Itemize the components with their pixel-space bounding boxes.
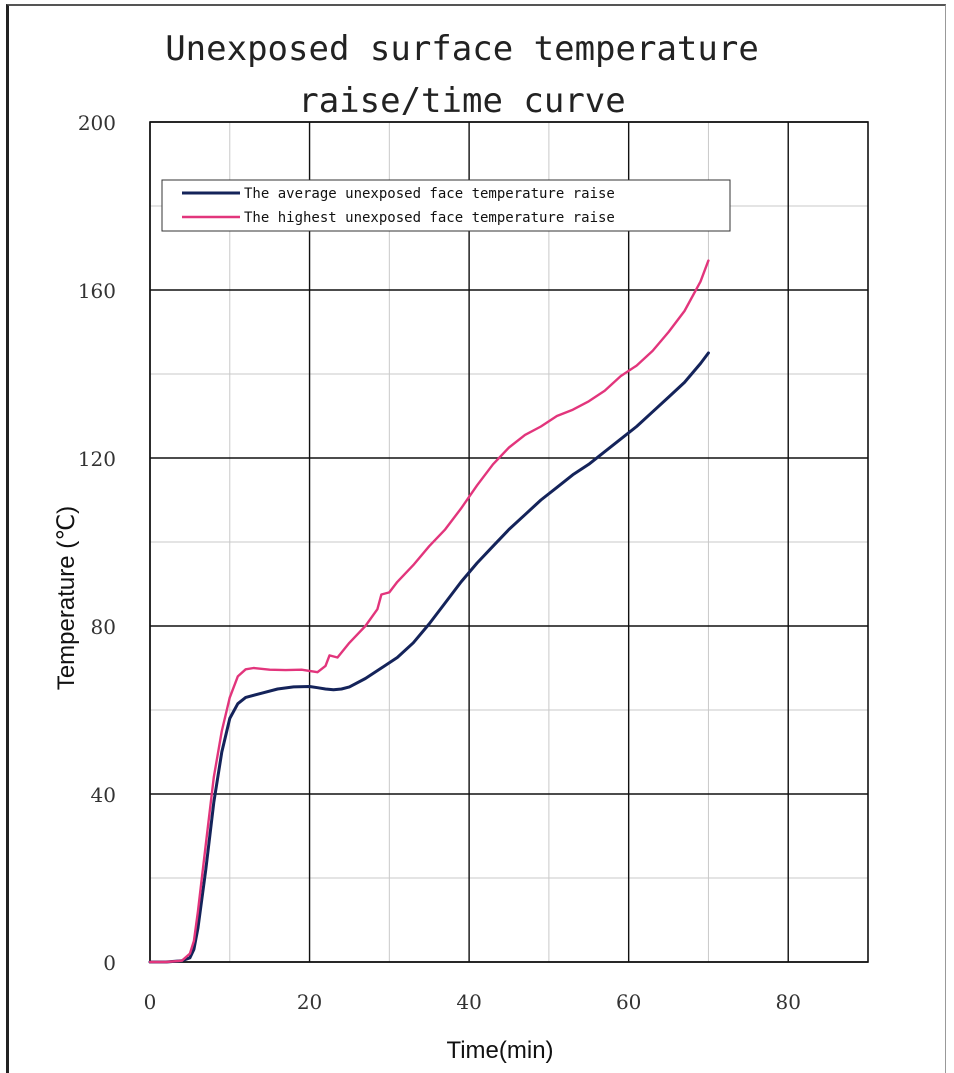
x-tick-label: 60 xyxy=(616,990,641,1014)
axis-ticks: 0 20 40 60 80 0 40 80 120 160 200 xyxy=(78,111,801,1014)
x-tick-label: 20 xyxy=(297,990,322,1014)
y-tick-label: 80 xyxy=(91,615,116,639)
chart-frame xyxy=(6,4,946,1073)
x-tick-label: 40 xyxy=(456,990,481,1014)
y-tick-label: 40 xyxy=(91,783,116,807)
chart-title-line-1: Unexposed surface temperature xyxy=(165,29,759,69)
chart-title-line-2: raise/time curve xyxy=(298,81,626,121)
legend-box xyxy=(161,179,731,232)
x-tick-label: 80 xyxy=(775,990,800,1014)
legend-entry-label: The highest unexposed face temperature r… xyxy=(244,210,615,226)
legend-entry-label: The average unexposed face temperature r… xyxy=(244,186,615,202)
y-tick-label: 200 xyxy=(78,111,116,135)
y-tick-label: 120 xyxy=(78,447,116,471)
series-line-average xyxy=(148,351,710,964)
y-tick-label: 160 xyxy=(78,279,116,303)
y-tick-label: 0 xyxy=(103,951,116,975)
y-axis-label: Temperature (℃) xyxy=(53,506,80,690)
x-axis-label: Time(min) xyxy=(446,1037,553,1064)
legend: The average unexposed face temperature r… xyxy=(161,179,731,232)
plot-area xyxy=(148,259,710,964)
plot-border xyxy=(149,121,869,963)
x-tick-label: 0 xyxy=(144,990,157,1014)
grid xyxy=(149,121,869,963)
series-line-highest xyxy=(148,259,710,964)
